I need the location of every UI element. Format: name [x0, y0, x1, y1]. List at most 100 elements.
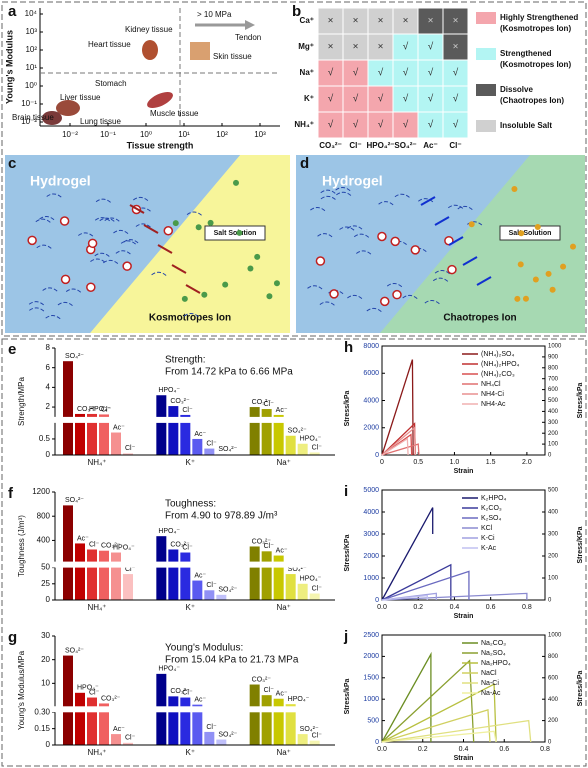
bar [156, 395, 167, 455]
bar [192, 580, 203, 600]
cell-mark: √ [428, 119, 434, 131]
polymer-chain [28, 301, 46, 307]
ion [232, 179, 239, 186]
water-molecule [377, 231, 387, 242]
cell [442, 7, 469, 35]
y-tick-label: 2000 [363, 425, 379, 432]
icon [56, 100, 80, 116]
y-tick-label: 0 [375, 739, 379, 746]
y2-tick-label: 400 [548, 409, 559, 415]
cell-mark: × [328, 16, 334, 27]
bar [216, 594, 227, 600]
cell [442, 111, 469, 139]
panel-label: e [8, 341, 16, 358]
y2-tick-label: 200 [548, 554, 559, 560]
panel-label: g [8, 629, 17, 646]
category-label: NH₄⁺ [87, 603, 106, 612]
legend-label: Na-Ac [481, 690, 501, 697]
polymer-chain [356, 250, 373, 256]
cell-mark: √ [428, 67, 434, 79]
cell-mark: √ [453, 119, 459, 131]
bar-label: CO₃²⁻ [170, 541, 190, 548]
box [204, 225, 266, 241]
y-tick-label: 10³ [25, 27, 37, 36]
ion [545, 270, 552, 277]
x-label: Strain [454, 468, 474, 475]
bar-label: Ac⁻ [194, 431, 206, 438]
y2-tick-label: 300 [548, 532, 559, 538]
y-tick-label: 1200 [32, 487, 50, 496]
cell-mark: × [353, 16, 359, 27]
bar-label: Cl⁻ [182, 689, 193, 696]
bar [249, 407, 260, 455]
cell-mark: √ [403, 93, 409, 105]
y2-tick-label: 500 [548, 488, 559, 494]
bar-label: CO₃²⁻ [252, 676, 272, 683]
cell [442, 59, 469, 87]
annotation: Kidney tissue [125, 25, 173, 34]
y2-label: Stress/kPa [577, 670, 584, 706]
y-tick-label: 0 [46, 595, 51, 604]
polymer-chain [133, 196, 150, 203]
ion [549, 286, 556, 293]
bar-label: Cl⁻ [89, 541, 100, 548]
y-tick-label: 10⁰ [25, 81, 37, 90]
y-tick-label: 10¹ [25, 63, 37, 72]
bar-label: SO₄²⁻ [218, 446, 237, 453]
x-tick-label: 0.6 [499, 746, 509, 753]
bar-label: HPO₄⁻ [158, 387, 180, 394]
bar [216, 739, 227, 745]
polymer-chain [99, 217, 117, 224]
y-tick-label: 6000 [363, 370, 379, 377]
bar [309, 452, 320, 455]
legend-label: NaCl [481, 670, 497, 677]
y-tick-label: 1000 [363, 696, 379, 703]
legend-label: (Kosmotropes Ion) [500, 60, 571, 69]
bar-label: Cl⁻ [264, 543, 275, 550]
ion [522, 295, 529, 302]
x-tick-label: 2.0 [522, 459, 532, 466]
y2-tick-label: 500 [548, 398, 559, 404]
row-label: NH₄⁺ [294, 120, 314, 129]
bar-label: Cl⁻ [89, 689, 100, 696]
x-tick-label: 0.0 [377, 604, 387, 611]
plot-frame [381, 634, 546, 743]
y-tick-label: 1000 [363, 575, 379, 582]
bar [204, 731, 215, 745]
panel-label: a [8, 3, 17, 20]
cell [392, 59, 419, 87]
x-tick-label: 0.8 [540, 746, 550, 753]
bar [63, 505, 73, 600]
polymer-chain [424, 300, 442, 306]
y2-tick-label: 400 [548, 510, 559, 516]
cell [417, 85, 444, 113]
bar-label: Cl⁻ [206, 582, 217, 589]
legend-label: Strengthened [500, 49, 552, 58]
x-tick-label: 0.4 [459, 746, 469, 753]
bar-label: CO₃²⁻ [77, 406, 97, 413]
bar [285, 435, 296, 455]
panel-a: a Young's Modulus Tissue strength > 10 M… [4, 3, 280, 150]
y-tick-label: 20 [41, 655, 50, 664]
bar [75, 413, 85, 455]
panel-label: b [292, 3, 301, 20]
polymer-chain [95, 198, 113, 205]
annotation: Muscle tissue [150, 109, 199, 118]
cell-mark: × [353, 42, 359, 53]
polymer-chain [307, 285, 324, 291]
cell [417, 33, 444, 61]
x-tick-label: 10² [216, 130, 228, 139]
y-tick-label: 4 [46, 382, 51, 391]
legend-label: Insoluble Salt [500, 121, 552, 130]
legend-label: NH₄Cl [481, 381, 501, 388]
category-label: K⁺ [186, 748, 196, 757]
polymer-chain [113, 229, 130, 236]
column-label: HPO₄²⁻ [366, 141, 394, 150]
y-tick-label: 6 [46, 363, 51, 372]
y-tick-label: 2000 [363, 653, 379, 660]
y-tick-label: 50 [41, 563, 50, 572]
y-label: Stress/kPa [344, 678, 351, 714]
y2-tick-label: 800 [548, 654, 559, 660]
cell-mark: √ [378, 93, 384, 105]
icon [42, 111, 62, 125]
